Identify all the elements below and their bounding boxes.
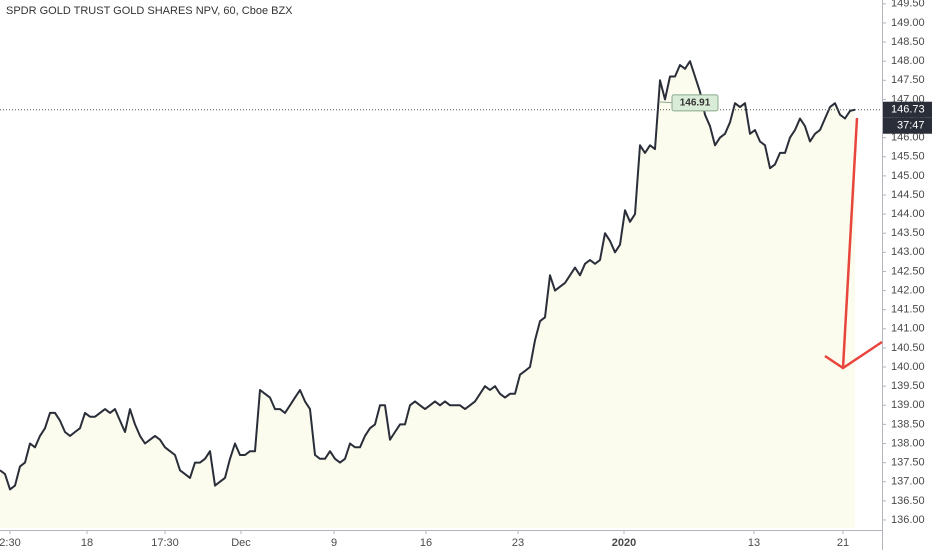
arrow-shaft (841, 117, 859, 369)
y-tick-label: 149.00 (891, 17, 925, 29)
y-tick-label: 149.50 (891, 0, 925, 10)
y-tick-label: 143.00 (891, 246, 925, 258)
x-tick-label: 21 (837, 537, 849, 549)
y-tick-label: 148.00 (891, 55, 925, 67)
area-fill (0, 61, 855, 528)
annotation-box (671, 94, 719, 112)
chart-title: SPDR GOLD TRUST GOLD SHARES NPV, 60, Cbo… (6, 5, 293, 17)
y-tick-label: 148.50 (891, 36, 925, 48)
y-tick-label: 137.50 (891, 457, 925, 469)
y-tick-label: 136.50 (891, 495, 925, 507)
y-tick-label: 142.00 (891, 284, 925, 296)
y-tick-label: 140.00 (891, 361, 925, 373)
y-tick-label: 144.50 (891, 189, 925, 201)
y-tick-label: 136.00 (891, 514, 925, 526)
y-tick-label: 141.00 (891, 323, 925, 335)
x-tick-label: Dec (231, 537, 251, 549)
x-tick-label: 18 (81, 537, 93, 549)
countdown-box (883, 117, 932, 134)
y-tick-label: 147.50 (891, 74, 925, 86)
annotation-label: 146.91 (680, 97, 711, 108)
countdown-label: 37:47 (897, 120, 925, 132)
x-tick-label: 23 (512, 537, 524, 549)
y-tick-label: 141.50 (891, 304, 925, 316)
y-tick-label: 146.00 (891, 132, 925, 144)
y-tick-label: 138.00 (891, 437, 925, 449)
y-tick-label: 142.50 (891, 265, 925, 277)
arrow-head (824, 340, 883, 370)
y-tick-label: 137.00 (891, 476, 925, 488)
x-tick-label: 17:30 (151, 537, 179, 549)
last-price-box (883, 101, 932, 118)
y-tick-label: 145.00 (891, 170, 925, 182)
y-tick-label: 138.50 (891, 418, 925, 430)
x-tick-label: 2020 (612, 537, 636, 549)
x-tick-label: 9 (331, 537, 337, 549)
price-line (0, 60, 856, 491)
x-tick-label: 2:30 (0, 537, 21, 549)
x-tick-label: 13 (748, 537, 760, 549)
y-tick-label: 140.50 (891, 342, 925, 354)
y-tick-label: 145.50 (891, 151, 925, 163)
y-tick-label: 139.50 (891, 380, 925, 392)
y-tick-label: 144.00 (891, 208, 925, 220)
x-tick-label: 16 (420, 537, 432, 549)
y-tick-label: 139.00 (891, 399, 925, 411)
last-price-label: 146.73 (891, 104, 925, 116)
y-tick-label: 143.50 (891, 227, 925, 239)
